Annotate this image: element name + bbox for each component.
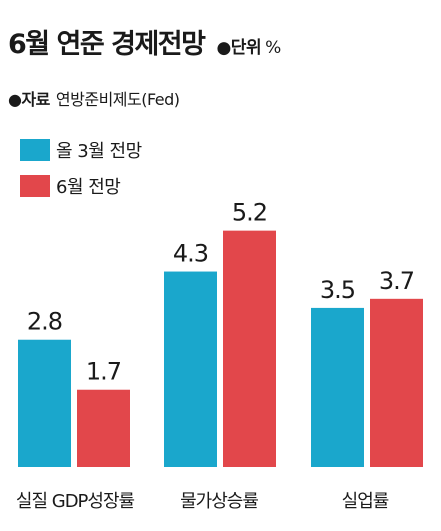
category-label-inflation: 물가상승률: [180, 491, 258, 512]
legend-label-june: 6월 전망: [56, 177, 121, 198]
data-label-gdp-march: 2.8: [27, 308, 62, 336]
legend-swatch-june: [20, 175, 50, 197]
unit-label: ●단위: [216, 38, 262, 58]
legend-swatch-march: [20, 139, 50, 161]
bar-gdp-june: [77, 389, 130, 467]
data-label-gdp-june: 1.7: [86, 358, 121, 386]
legend: 올 3월 전망 6월 전망: [20, 138, 142, 210]
legend-item-june: 6월 전망: [20, 174, 142, 198]
data-label-unemployment-march: 3.5: [320, 276, 355, 304]
title-row: 6월 연준 경제전망 ●단위%: [8, 22, 281, 61]
category-label-unemployment: 실업률: [342, 491, 389, 512]
bar-inflation-june: [223, 230, 276, 467]
category-label-gdp: 실질 GDP성장률: [16, 491, 135, 512]
bar-inflation-march: [164, 271, 217, 467]
data-label-unemployment-june: 3.7: [379, 267, 414, 295]
source-note: ●자료 연방준비제도(Fed): [8, 86, 180, 110]
unit-value: %: [265, 38, 281, 58]
source-value: 연방준비제도(Fed): [55, 90, 180, 109]
data-label-inflation-june: 5.2: [232, 199, 267, 227]
bar-unemployment-march: [311, 307, 364, 467]
data-label-inflation-march: 4.3: [173, 240, 208, 268]
unit-note: ●단위%: [216, 33, 281, 58]
legend-label-march: 올 3월 전망: [56, 141, 142, 162]
legend-item-march: 올 3월 전망: [20, 138, 142, 162]
source-label: ●자료: [8, 90, 50, 109]
bar-gdp-march: [18, 339, 71, 467]
chart-title: 6월 연준 경제전망: [8, 29, 206, 60]
bar-unemployment-june: [370, 298, 423, 467]
